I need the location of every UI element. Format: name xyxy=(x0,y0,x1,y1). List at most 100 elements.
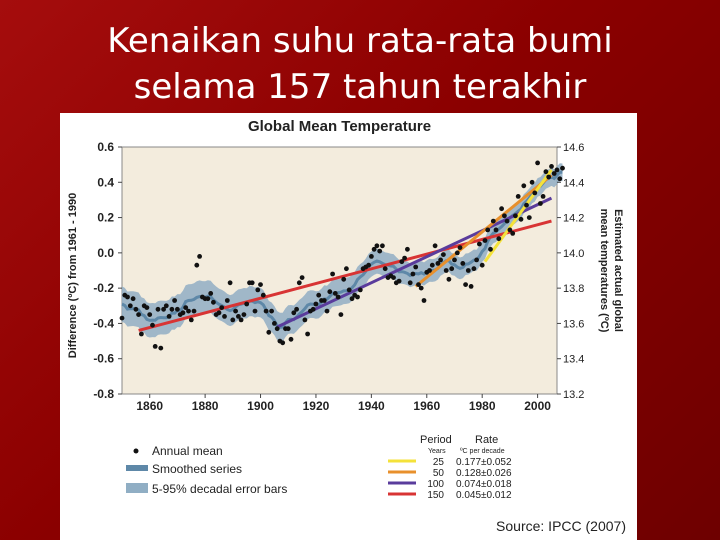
y-tick-label: -0.8 xyxy=(93,387,114,401)
data-point xyxy=(341,276,347,282)
legend-marker-smoothed xyxy=(126,465,148,471)
data-point xyxy=(241,312,247,317)
legend-label-smoothed: Smoothed series xyxy=(152,462,242,476)
data-point xyxy=(493,227,499,233)
data-point xyxy=(540,194,546,199)
data-point xyxy=(205,296,211,302)
data-point xyxy=(305,331,310,337)
data-point xyxy=(521,183,527,189)
data-point xyxy=(405,246,410,252)
data-point xyxy=(183,305,189,310)
data-point xyxy=(155,306,161,312)
data-point xyxy=(554,167,560,173)
data-point xyxy=(236,314,241,319)
data-point xyxy=(258,282,263,287)
data-point xyxy=(427,268,432,273)
data-point xyxy=(344,266,349,272)
period-subheader: Years xyxy=(428,448,446,455)
data-point xyxy=(504,218,510,224)
data-point xyxy=(477,241,482,247)
x-tick-label: 1900 xyxy=(247,399,274,413)
data-point xyxy=(488,246,493,252)
data-point xyxy=(366,262,371,268)
y-tick-label: -0.6 xyxy=(93,352,114,366)
data-point xyxy=(197,254,203,259)
data-point xyxy=(454,250,460,256)
data-point xyxy=(515,194,521,199)
data-point xyxy=(161,306,166,312)
y-tick-label: -0.2 xyxy=(93,281,114,295)
data-point xyxy=(166,314,172,319)
data-point xyxy=(255,287,261,293)
legend-period-50: 50 xyxy=(433,468,445,479)
data-point xyxy=(482,238,488,243)
trend-line-150 xyxy=(138,219,552,332)
data-point xyxy=(152,344,158,349)
data-point xyxy=(219,305,225,310)
data-point xyxy=(468,284,474,289)
data-point xyxy=(233,308,239,314)
data-point xyxy=(513,213,518,219)
data-point xyxy=(302,317,308,323)
x-tick-label: 1980 xyxy=(469,399,496,413)
data-point xyxy=(180,310,186,316)
legend-marker-annual xyxy=(133,448,139,454)
x-tick-label: 1860 xyxy=(136,399,163,413)
data-point xyxy=(502,213,507,219)
chart-title: Global Mean Temperature xyxy=(248,118,431,135)
data-point xyxy=(216,310,222,316)
data-point xyxy=(324,308,330,314)
data-point xyxy=(194,262,200,268)
data-point xyxy=(172,298,177,303)
data-point xyxy=(421,298,427,303)
data-point xyxy=(349,296,355,302)
data-point xyxy=(413,264,419,270)
data-point xyxy=(119,315,125,321)
y-tick-label: -0.4 xyxy=(93,316,114,330)
data-point xyxy=(499,206,504,212)
right-axis-label-line-2: mean temperatures (ºC) xyxy=(598,209,610,333)
y-tick-label: 0.6 xyxy=(97,140,114,154)
data-point xyxy=(474,257,479,263)
data-point xyxy=(485,227,491,233)
legend-label-band: 5-95% decadal error bars xyxy=(152,482,287,496)
data-point xyxy=(465,268,471,273)
data-point xyxy=(435,261,441,266)
right-axis-label-line-1: Estimated actual global xyxy=(612,209,624,332)
data-point xyxy=(471,266,477,272)
data-point xyxy=(457,245,463,251)
data-point xyxy=(144,305,150,310)
data-point xyxy=(130,296,136,302)
data-point xyxy=(244,301,250,307)
data-point xyxy=(460,261,466,266)
data-point xyxy=(288,336,294,342)
legend-period-100: 100 xyxy=(427,479,444,490)
y-axis-label: Difference (ºC) from 1961 - 1990 xyxy=(67,193,79,358)
data-point xyxy=(443,268,449,273)
data-point xyxy=(551,171,557,176)
data-point xyxy=(249,280,255,286)
data-point xyxy=(150,322,155,328)
data-point xyxy=(452,257,457,263)
data-point xyxy=(446,276,452,282)
x-tick-label: 1940 xyxy=(358,399,385,413)
data-point xyxy=(549,164,554,169)
data-point xyxy=(188,317,194,323)
data-point xyxy=(399,259,405,265)
data-point xyxy=(316,292,322,298)
data-point xyxy=(272,321,277,326)
x-tick-label: 1920 xyxy=(303,399,330,413)
data-point xyxy=(269,308,274,314)
slide-title: Kenaikan suhu rata-rata bumi selama 157 … xyxy=(0,18,720,110)
data-point xyxy=(260,292,266,298)
legend-period-25: 25 xyxy=(433,457,445,468)
data-point xyxy=(211,299,216,305)
data-point xyxy=(535,160,540,166)
data-point xyxy=(557,176,563,182)
data-point xyxy=(377,248,383,254)
legend-marker-band xyxy=(126,483,148,493)
data-point xyxy=(147,312,153,317)
data-point xyxy=(532,190,538,196)
data-point xyxy=(496,236,502,242)
data-point xyxy=(526,215,532,220)
